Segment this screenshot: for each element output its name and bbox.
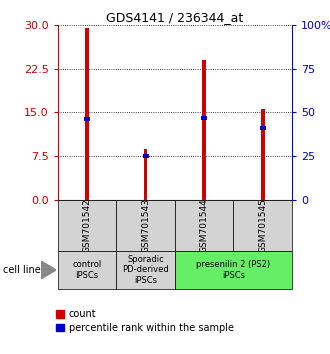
Bar: [58, 251, 116, 289]
Bar: [116, 200, 175, 251]
Text: control
IPSCs: control IPSCs: [72, 260, 102, 280]
Bar: [116, 251, 175, 289]
Bar: [202, 60, 206, 200]
Polygon shape: [41, 261, 56, 279]
Text: cell line: cell line: [3, 265, 41, 275]
Text: GSM701542: GSM701542: [82, 198, 91, 253]
Bar: [58, 200, 116, 251]
Bar: [175, 251, 292, 289]
Bar: [234, 200, 292, 251]
Text: GSM701543: GSM701543: [141, 198, 150, 253]
Bar: [85, 28, 89, 200]
Bar: [175, 200, 234, 251]
Legend: count, percentile rank within the sample: count, percentile rank within the sample: [56, 309, 234, 333]
Bar: [201, 116, 207, 120]
Text: Sporadic
PD-derived
iPSCs: Sporadic PD-derived iPSCs: [122, 255, 169, 285]
Title: GDS4141 / 236344_at: GDS4141 / 236344_at: [106, 11, 244, 24]
Bar: [260, 126, 266, 130]
Bar: [261, 109, 265, 200]
Text: presenilin 2 (PS2)
iPSCs: presenilin 2 (PS2) iPSCs: [196, 260, 271, 280]
Bar: [143, 154, 148, 158]
Bar: [144, 149, 148, 200]
Text: GSM701545: GSM701545: [258, 198, 267, 253]
Text: GSM701544: GSM701544: [200, 198, 209, 253]
Bar: [84, 118, 90, 121]
